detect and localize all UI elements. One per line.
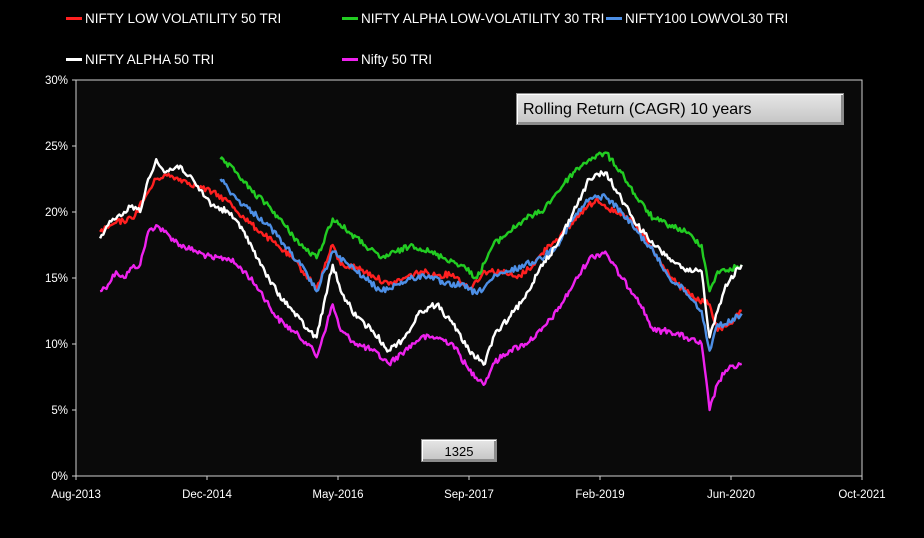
y-tick-label: 15%	[45, 273, 68, 285]
x-tick-label: Sep-2017	[444, 489, 494, 501]
plot-area	[76, 80, 862, 476]
legend-swatch	[66, 58, 82, 61]
legend-item-nifty100-lowvol30: NIFTY100 LOWVOL30 TRI	[606, 11, 788, 26]
legend-swatch	[342, 58, 358, 61]
legend-label: NIFTY ALPHA LOW-VOLATILITY 30 TRI	[361, 11, 604, 26]
legend-swatch	[66, 17, 82, 20]
legend-item-nifty-50: Nifty 50 TRI	[342, 52, 432, 67]
legend-item-nifty-low-volatility-50: NIFTY LOW VOLATILITY 50 TRI	[66, 11, 281, 26]
x-tick-label: Aug-2013	[51, 489, 101, 501]
x-axis: Aug-2013 Dec-2014 May-2016 Sep-2017 Feb-2019…	[51, 476, 886, 501]
legend-label: NIFTY LOW VOLATILITY 50 TRI	[85, 11, 281, 26]
legend-label: NIFTY ALPHA 50 TRI	[85, 52, 214, 67]
y-tick-label: 20%	[45, 207, 68, 219]
legend-item-nifty-alpha-50: NIFTY ALPHA 50 TRI	[66, 52, 214, 67]
x-tick-label: Oct-2021	[838, 489, 885, 501]
x-tick-label: Jun-2020	[707, 489, 755, 501]
y-tick-label: 5%	[51, 405, 68, 417]
x-tick-label: Dec-2014	[182, 489, 232, 501]
chart-title-box: Rolling Return (CAGR) 10 years	[516, 93, 844, 125]
legend-swatch	[342, 17, 358, 20]
counter-box: 1325	[421, 439, 497, 462]
legend-swatch	[606, 17, 622, 20]
legend-label: Nifty 50 TRI	[361, 52, 432, 67]
y-tick-label: 25%	[45, 141, 68, 153]
y-axis: 0%5%10%15%20%25%30%	[45, 75, 76, 483]
y-tick-label: 10%	[45, 339, 68, 351]
x-tick-label: May-2016	[312, 489, 363, 501]
legend-label: NIFTY100 LOWVOL30 TRI	[625, 11, 788, 26]
x-tick-label: Feb-2019	[575, 489, 624, 501]
legend: NIFTY LOW VOLATILITY 50 TRI NIFTY ALPHA …	[0, 0, 924, 80]
legend-item-nifty-alpha-low-volatility-30: NIFTY ALPHA LOW-VOLATILITY 30 TRI	[342, 11, 604, 26]
y-tick-label: 0%	[51, 471, 68, 483]
